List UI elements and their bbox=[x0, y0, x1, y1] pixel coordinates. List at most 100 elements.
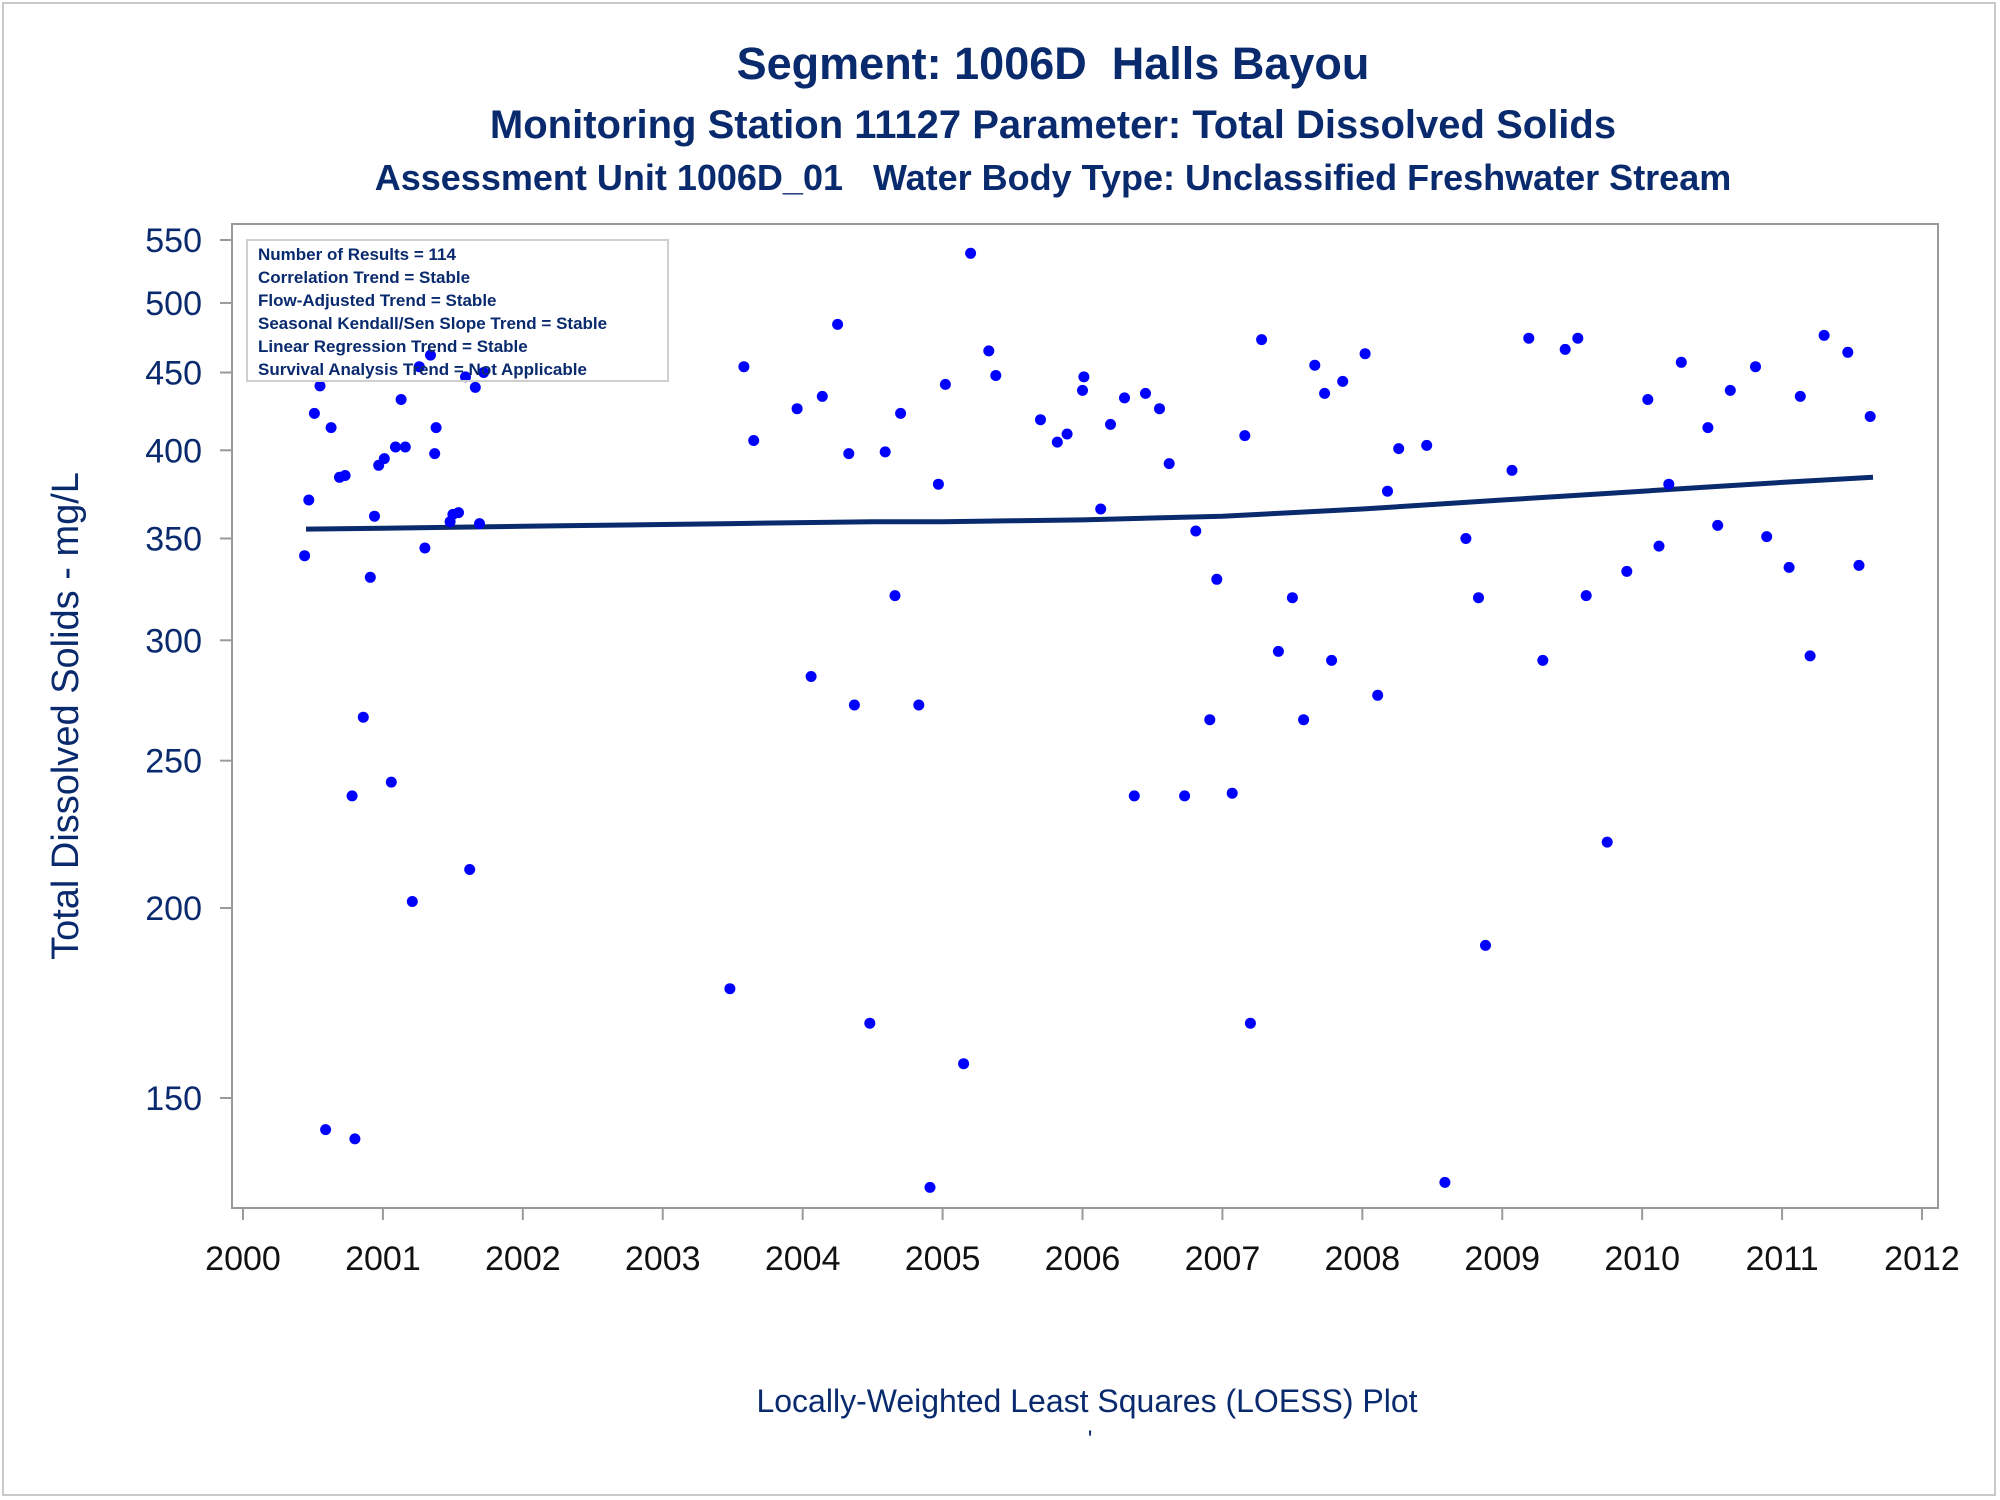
data-point bbox=[1061, 428, 1073, 440]
data-point bbox=[1298, 714, 1310, 726]
data-point bbox=[1128, 790, 1140, 802]
data-point bbox=[1211, 573, 1223, 585]
x-tick-label: 2005 bbox=[905, 1240, 981, 1278]
stats-box-frame bbox=[246, 239, 669, 382]
data-point bbox=[864, 1017, 876, 1029]
data-point bbox=[1653, 540, 1665, 552]
data-point bbox=[1095, 503, 1107, 515]
data-point bbox=[399, 441, 411, 453]
y-tick-label: 150 bbox=[145, 1080, 202, 1118]
x-tick-label: 2007 bbox=[1185, 1240, 1261, 1278]
data-point bbox=[478, 367, 490, 378]
data-point bbox=[1372, 689, 1384, 701]
data-point bbox=[1119, 392, 1130, 404]
data-point bbox=[1319, 387, 1331, 399]
data-point bbox=[395, 394, 407, 405]
y-tick-label: 200 bbox=[145, 890, 202, 928]
data-point bbox=[848, 699, 860, 711]
data-point bbox=[1286, 592, 1298, 604]
data-point bbox=[816, 390, 828, 402]
data-point bbox=[1537, 654, 1549, 666]
data-point bbox=[303, 494, 315, 506]
data-point bbox=[1480, 939, 1491, 951]
data-point bbox=[1078, 371, 1090, 383]
data-point bbox=[349, 1133, 361, 1145]
data-point bbox=[1382, 485, 1393, 497]
data-point bbox=[1239, 430, 1251, 442]
y-tick-label: 550 bbox=[145, 222, 202, 260]
data-point bbox=[364, 571, 376, 583]
data-point bbox=[1794, 390, 1806, 402]
data-point bbox=[320, 1124, 332, 1136]
data-point bbox=[425, 349, 436, 361]
data-point bbox=[1750, 361, 1761, 373]
stats-line: Correlation Trend = Stable bbox=[258, 268, 470, 287]
data-point bbox=[1309, 359, 1321, 371]
data-point bbox=[1244, 1017, 1256, 1029]
chart-subtitle: Monitoring Station 11127 Parameter: Tota… bbox=[490, 103, 1616, 147]
data-point bbox=[460, 371, 471, 383]
data-point bbox=[889, 590, 901, 602]
data-point bbox=[1204, 714, 1216, 726]
data-point bbox=[1601, 836, 1613, 848]
data-point bbox=[1226, 787, 1238, 799]
data-point bbox=[430, 422, 442, 434]
data-point bbox=[1140, 387, 1151, 399]
y-tick-label: 350 bbox=[145, 520, 202, 558]
data-point bbox=[464, 864, 476, 875]
data-point bbox=[325, 422, 337, 434]
data-point bbox=[913, 699, 925, 711]
data-point bbox=[1761, 531, 1773, 543]
chart-title: Segment: 1006D Halls Bayou bbox=[737, 38, 1370, 89]
x-tick-label: 2000 bbox=[205, 1240, 281, 1278]
data-point bbox=[1077, 384, 1088, 396]
data-point bbox=[895, 407, 907, 419]
data-point bbox=[924, 1181, 936, 1193]
y-tick-label: 300 bbox=[145, 622, 202, 660]
y-tick-label: 500 bbox=[145, 285, 202, 323]
x-tick-label: 2009 bbox=[1464, 1240, 1540, 1278]
data-point bbox=[1051, 436, 1063, 448]
data-point bbox=[724, 983, 736, 995]
y-axis-label: Total Dissolved Solids - mg/L bbox=[45, 472, 87, 960]
data-point bbox=[1702, 422, 1714, 434]
data-point bbox=[738, 361, 750, 373]
x-tick-label: 2011 bbox=[1746, 1240, 1819, 1278]
x-tick-label: 2012 bbox=[1884, 1240, 1960, 1278]
data-point bbox=[1580, 590, 1592, 602]
footnote: Locally-Weighted Least Squares (LOESS) P… bbox=[756, 1383, 1417, 1419]
data-point bbox=[1842, 346, 1854, 358]
data-point bbox=[1473, 592, 1484, 604]
data-point bbox=[1105, 418, 1116, 430]
data-point bbox=[314, 380, 326, 392]
x-tick-label: 2010 bbox=[1604, 1240, 1680, 1278]
data-point bbox=[419, 542, 431, 554]
data-point bbox=[1154, 403, 1165, 415]
data-point bbox=[990, 370, 1002, 381]
data-point bbox=[843, 448, 855, 460]
data-point bbox=[406, 896, 418, 907]
data-point bbox=[1804, 650, 1816, 662]
data-point bbox=[1783, 561, 1795, 573]
data-point bbox=[357, 711, 369, 723]
data-point bbox=[1359, 348, 1371, 360]
x-tick-label: 2006 bbox=[1045, 1240, 1121, 1278]
data-point bbox=[429, 448, 441, 460]
data-point bbox=[1864, 411, 1876, 422]
data-point bbox=[1523, 332, 1535, 344]
stats-line: Linear Regression Trend = Stable bbox=[258, 337, 528, 356]
data-point bbox=[983, 345, 995, 357]
stats-line: Survival Analysis Trend = Not Applicable bbox=[258, 360, 587, 379]
data-point bbox=[791, 403, 803, 415]
data-point bbox=[1818, 329, 1830, 341]
data-point bbox=[453, 507, 464, 519]
data-point bbox=[308, 407, 320, 419]
stats-box: Number of Results = 114 Correlation Trend… bbox=[246, 239, 669, 382]
plot-area-frame bbox=[231, 223, 1939, 1209]
data-point bbox=[1853, 559, 1865, 571]
data-point bbox=[299, 550, 311, 562]
data-point bbox=[832, 318, 844, 330]
titles: Segment: 1006D Halls Bayou Monitoring St… bbox=[375, 38, 1732, 198]
